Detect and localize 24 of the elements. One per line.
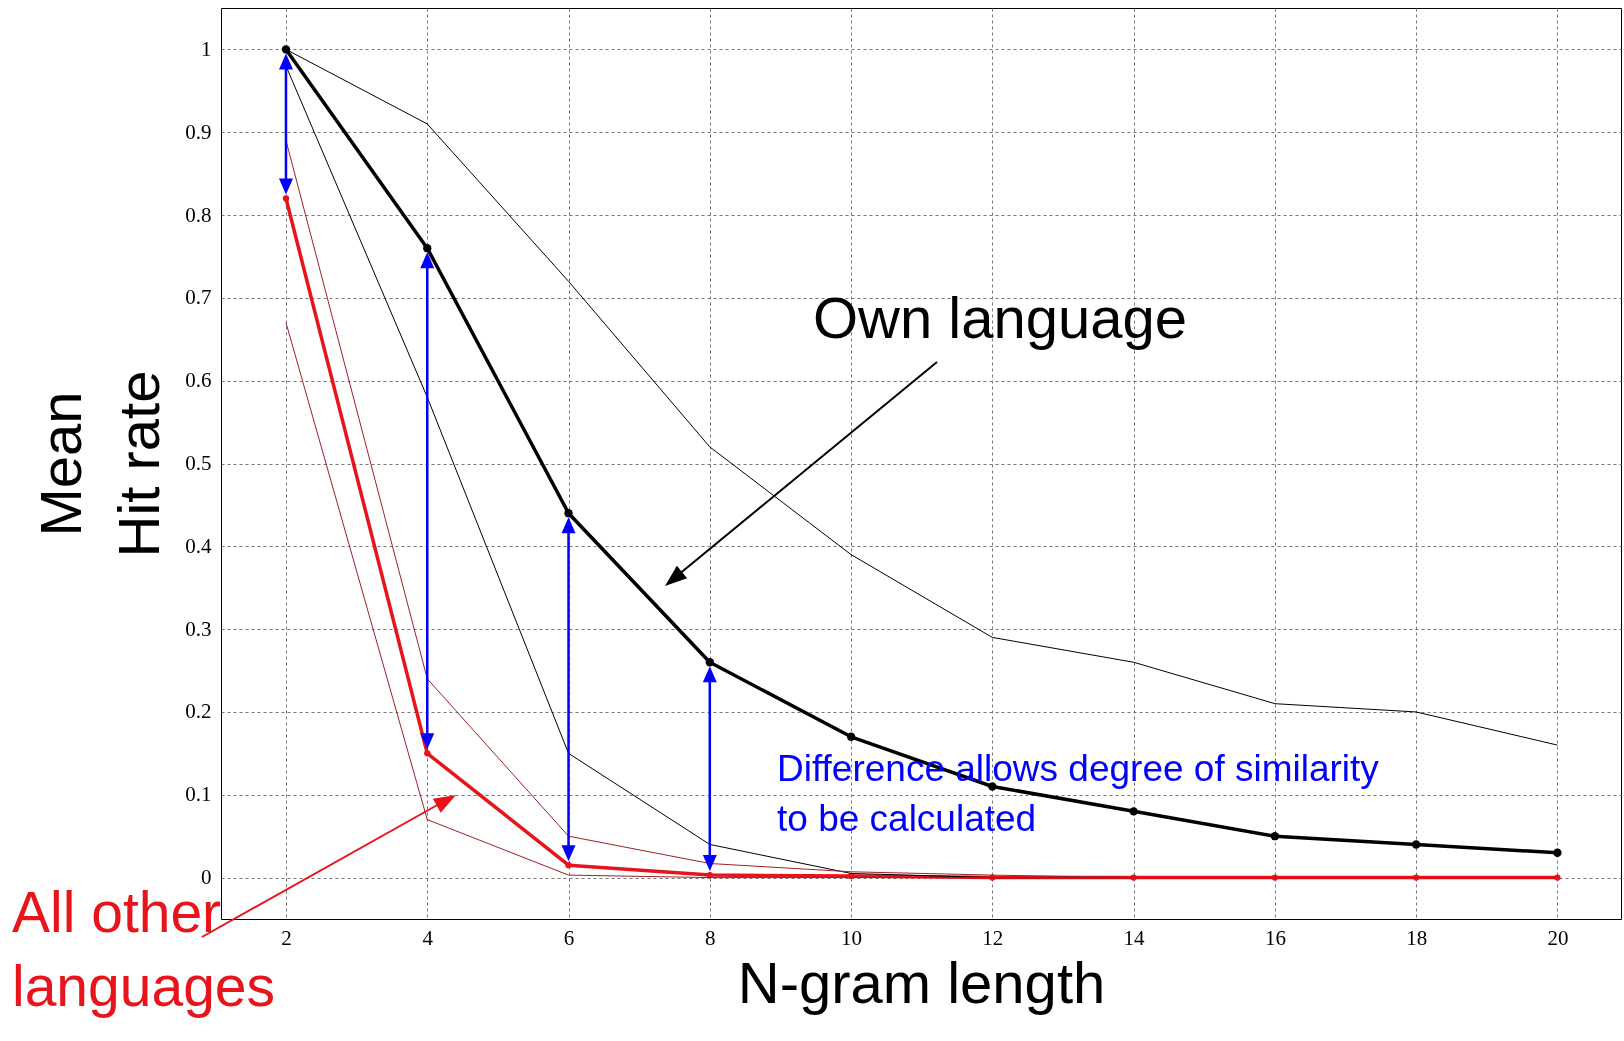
y-tick-label: 0.1: [185, 782, 212, 807]
x-tick-label: 12: [982, 925, 1004, 950]
annotation: Difference allows degree of similarity to be calculated: [777, 748, 1380, 839]
y-axis-title: Mean Hit rate: [28, 370, 172, 558]
x-tick-label: 8: [705, 925, 716, 950]
y-tick-label: 0.7: [185, 285, 212, 310]
x-tick-label: 14: [1123, 925, 1146, 950]
x-axis-title: N-gram length: [737, 949, 1106, 1015]
y-tick-label: 0.5: [185, 451, 212, 475]
y-tick-label: 0.3: [185, 616, 212, 641]
x-tick-label: 16: [1264, 925, 1286, 950]
y-tick-label: 0.9: [185, 119, 212, 144]
x-tick-label: 20: [1547, 925, 1569, 950]
text: Own language: [812, 285, 1188, 350]
y-tick-label: 0.6: [185, 368, 212, 393]
x-tick-label: 18: [1406, 925, 1428, 950]
x-tick-label: 6: [563, 925, 575, 950]
y-tick-label: 0.2: [185, 699, 212, 724]
x-tick-label: 4: [422, 925, 434, 950]
x-tick-label: 2: [281, 925, 292, 950]
y-tick-label: 0.4: [185, 533, 212, 558]
y-tick-label: 0.8: [185, 202, 212, 227]
y-tick-label: 1: [201, 36, 212, 61]
x-tick-label: 10: [841, 925, 863, 950]
